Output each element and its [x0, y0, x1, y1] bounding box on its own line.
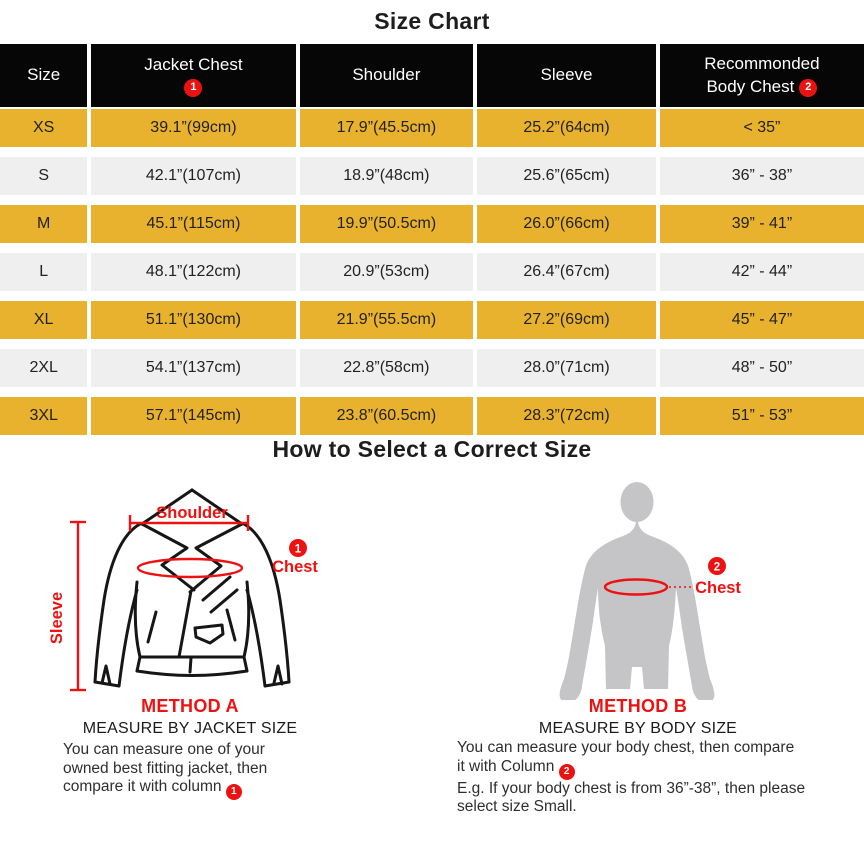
chest-annotation-label-a: Chest: [272, 558, 318, 576]
table-row-xs-shoulder: 17.9”(45.5cm): [299, 109, 474, 147]
table-row-xs-size: XS: [0, 109, 88, 147]
jacket-measure-lines: [70, 515, 250, 692]
chest-annotation-label-b: Chest: [695, 579, 741, 597]
table-row-l-jacket-chest: 48.1”(122cm): [91, 253, 296, 291]
table-row-2xl-shoulder: 22.8”(58cm): [299, 349, 474, 387]
method-b-name: METHOD B: [588, 696, 688, 716]
sleeve-annotation-label: Sleeve: [48, 592, 66, 644]
jacket-outline-icon: [93, 488, 291, 688]
table-row-2xl-sleeve: 28.0”(71cm): [477, 349, 656, 387]
header-cell-sleeve: Sleeve: [477, 44, 656, 107]
paragraph-a-column-badge: 1: [225, 784, 242, 801]
table-row-xl-shoulder: 21.9”(55.5cm): [299, 301, 474, 339]
method-b-description: You can measure your body chest, then co…: [457, 739, 806, 816]
table-row-s-body-chest: 36” - 38”: [659, 157, 864, 195]
size-table-header: Size Jacket Chest 1 Shoulder Sleeve Reco…: [0, 44, 864, 107]
table-row-xl-body-chest: 45” - 47”: [659, 301, 864, 339]
column-2-badge: 2: [799, 78, 818, 97]
guide-title: How to Select a Correct Size: [272, 436, 592, 462]
table-row-3xl-shoulder: 23.8”(60.5cm): [299, 397, 474, 435]
header-cell-recommended-body-chest: Recommonded Body Chest 2: [659, 44, 864, 107]
table-row-3xl-sleeve: 28.3”(72cm): [477, 397, 656, 435]
paragraph-b-column-badge: 2: [558, 763, 575, 780]
chest-2-badge: 2: [708, 557, 726, 575]
table-row-m-sleeve: 26.0”(66cm): [477, 205, 656, 243]
table-row-3xl-jacket-chest: 57.1”(145cm): [91, 397, 296, 435]
body-silhouette-icon: [559, 482, 715, 700]
size-table: Size Jacket Chest 1 Shoulder Sleeve Reco…: [0, 44, 864, 435]
table-row-m-shoulder: 19.9”(50.5cm): [299, 205, 474, 243]
table-row-3xl-size: 3XL: [0, 397, 88, 435]
table-row-s-shoulder: 18.9”(48cm): [299, 157, 474, 195]
method-a-description: You can measure one of your owned best f…: [63, 741, 353, 801]
table-row-xs-jacket-chest: 39.1”(99cm): [91, 109, 296, 147]
body-measure-lines: [603, 578, 693, 596]
table-row-l-size: L: [0, 253, 88, 291]
body-measure-illustration: 2 Chest: [559, 482, 741, 700]
table-row-m-body-chest: 39” - 41”: [659, 205, 864, 243]
table-row-s-jacket-chest: 42.1”(107cm): [91, 157, 296, 195]
chest-1-badge: 1: [289, 539, 307, 557]
table-row-l-shoulder: 20.9”(53cm): [299, 253, 474, 291]
table-row-3xl-body-chest: 51” - 53”: [659, 397, 864, 435]
table-row-m-size: M: [0, 205, 88, 243]
table-row-s-size: S: [0, 157, 88, 195]
shoulder-annotation-label: Shoulder: [156, 504, 228, 522]
table-row-xl-jacket-chest: 51.1”(130cm): [91, 301, 296, 339]
table-row-xs-sleeve: 25.2”(64cm): [477, 109, 656, 147]
table-row-xl-sleeve: 27.2”(69cm): [477, 301, 656, 339]
page-title: Size Chart: [374, 8, 490, 34]
method-a-subtitle: MEASURE BY JACKET SIZE: [82, 720, 298, 737]
svg-text:1: 1: [295, 544, 302, 556]
size-table-body: XS 39.1”(99cm) 17.9”(45.5cm) 25.2”(64cm)…: [0, 107, 864, 435]
header-cell-size: Size: [0, 44, 88, 107]
table-row-l-body-chest: 42” - 44”: [659, 253, 864, 291]
table-row-l-sleeve: 26.4”(67cm): [477, 253, 656, 291]
table-row-2xl-jacket-chest: 54.1”(137cm): [91, 349, 296, 387]
method-b-heading: METHOD B MEASURE BY BODY SIZE: [503, 696, 773, 738]
table-row-xl-size: XL: [0, 301, 88, 339]
method-b-subtitle: MEASURE BY BODY SIZE: [538, 720, 738, 737]
svg-text:2: 2: [714, 562, 720, 574]
table-row-2xl-size: 2XL: [0, 349, 88, 387]
method-a-heading: METHOD A MEASURE BY JACKET SIZE: [55, 696, 325, 738]
table-row-m-jacket-chest: 45.1”(115cm): [91, 205, 296, 243]
header-cell-jacket-chest: Jacket Chest 1: [91, 44, 296, 107]
header-cell-shoulder: Shoulder: [299, 44, 474, 107]
table-row-s-sleeve: 25.6”(65cm): [477, 157, 656, 195]
column-1-badge: 1: [184, 78, 203, 97]
table-row-xs-body-chest: < 35”: [659, 109, 864, 147]
method-a-name: METHOD A: [141, 696, 239, 716]
table-row-2xl-body-chest: 48” - 50”: [659, 349, 864, 387]
jacket-measure-illustration: Shoulder Sleeve 1 Chest: [48, 488, 318, 692]
